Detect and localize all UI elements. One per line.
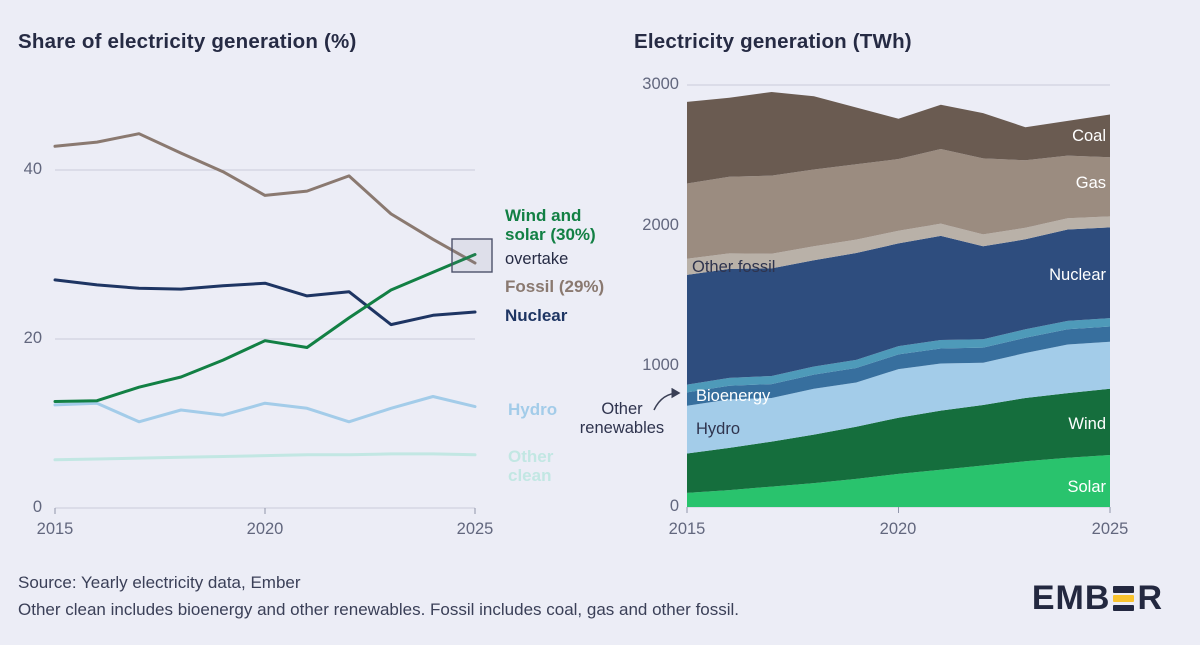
area-hydro <box>687 341 1110 454</box>
annotation-other-renewables: Other renewables <box>579 400 665 437</box>
logo-stylized-e-icon <box>1113 586 1135 611</box>
area-label-hydro: Hydro <box>696 420 741 438</box>
label-hydro: Hydro <box>508 400 558 419</box>
left-x-tick-2020: 2020 <box>246 520 284 538</box>
area-nuclear <box>687 227 1110 385</box>
line-fossil <box>53 132 477 265</box>
area-label-coal: Coal <box>1072 127 1106 145</box>
line-hydro <box>53 395 477 424</box>
area-label-wind: Wind <box>1068 415 1106 433</box>
label-nuclear: Nuclear <box>505 306 568 325</box>
right-y-tick-1000: 1000 <box>642 356 679 374</box>
definitions-note: Other clean includes bioenergy and other… <box>18 600 740 619</box>
right-chart-title: Electricity generation (TWh) <box>634 30 912 53</box>
logo-text-prefix: EMB <box>1031 579 1111 617</box>
left-x-tick-2025: 2025 <box>456 520 494 538</box>
left-y-tick-40: 40 <box>23 160 42 178</box>
right-y-tick-0: 0 <box>669 497 679 515</box>
source-note: Source: Yearly electricity data, Ember <box>18 573 301 592</box>
right-x-tick-2015: 2015 <box>668 520 706 538</box>
area-label-gas: Gas <box>1075 174 1106 192</box>
area-label-bioenergy: Bioenergy <box>696 387 771 405</box>
label-wind-and-solar: Wind and solar (30%) <box>505 206 596 244</box>
left-y-tick-20: 20 <box>23 329 42 347</box>
area-other_renewables <box>687 318 1110 393</box>
line-nuclear <box>53 278 477 327</box>
ember-logo: EMB R <box>1032 579 1163 618</box>
left-x-tick-2015: 2015 <box>36 520 74 538</box>
right-x-tick-2020: 2020 <box>879 520 917 538</box>
logo-text-suffix: R <box>1137 579 1163 617</box>
area-gas <box>687 149 1110 259</box>
area-label-other-fossil: Other fossil <box>692 258 776 276</box>
label-other-clean: Other clean <box>508 447 554 485</box>
share-line-chart <box>53 132 493 514</box>
overtake-highlight-box <box>451 238 493 273</box>
line-wind_solar <box>53 253 477 403</box>
left-chart-title: Share of electricity generation (%) <box>18 30 357 53</box>
label-fossil: Fossil (29%) <box>505 277 605 296</box>
area-other_fossil <box>687 216 1110 275</box>
generation-stacked-area-chart <box>686 84 1111 513</box>
other-renewables-arrow-icon <box>653 387 681 411</box>
right-x-tick-2025: 2025 <box>1091 520 1129 538</box>
left-y-tick-0: 0 <box>32 498 42 516</box>
label-overtake: overtake <box>505 250 569 268</box>
area-bioenergy <box>687 326 1110 406</box>
area-label-nuclear: Nuclear <box>1049 266 1106 284</box>
right-y-tick-2000: 2000 <box>642 216 679 234</box>
area-wind <box>687 388 1110 493</box>
area-coal <box>687 92 1110 184</box>
line-other_clean <box>53 452 477 462</box>
area-label-solar: Solar <box>1067 478 1106 496</box>
right-y-tick-3000: 3000 <box>642 75 679 93</box>
area-solar <box>687 455 1110 507</box>
